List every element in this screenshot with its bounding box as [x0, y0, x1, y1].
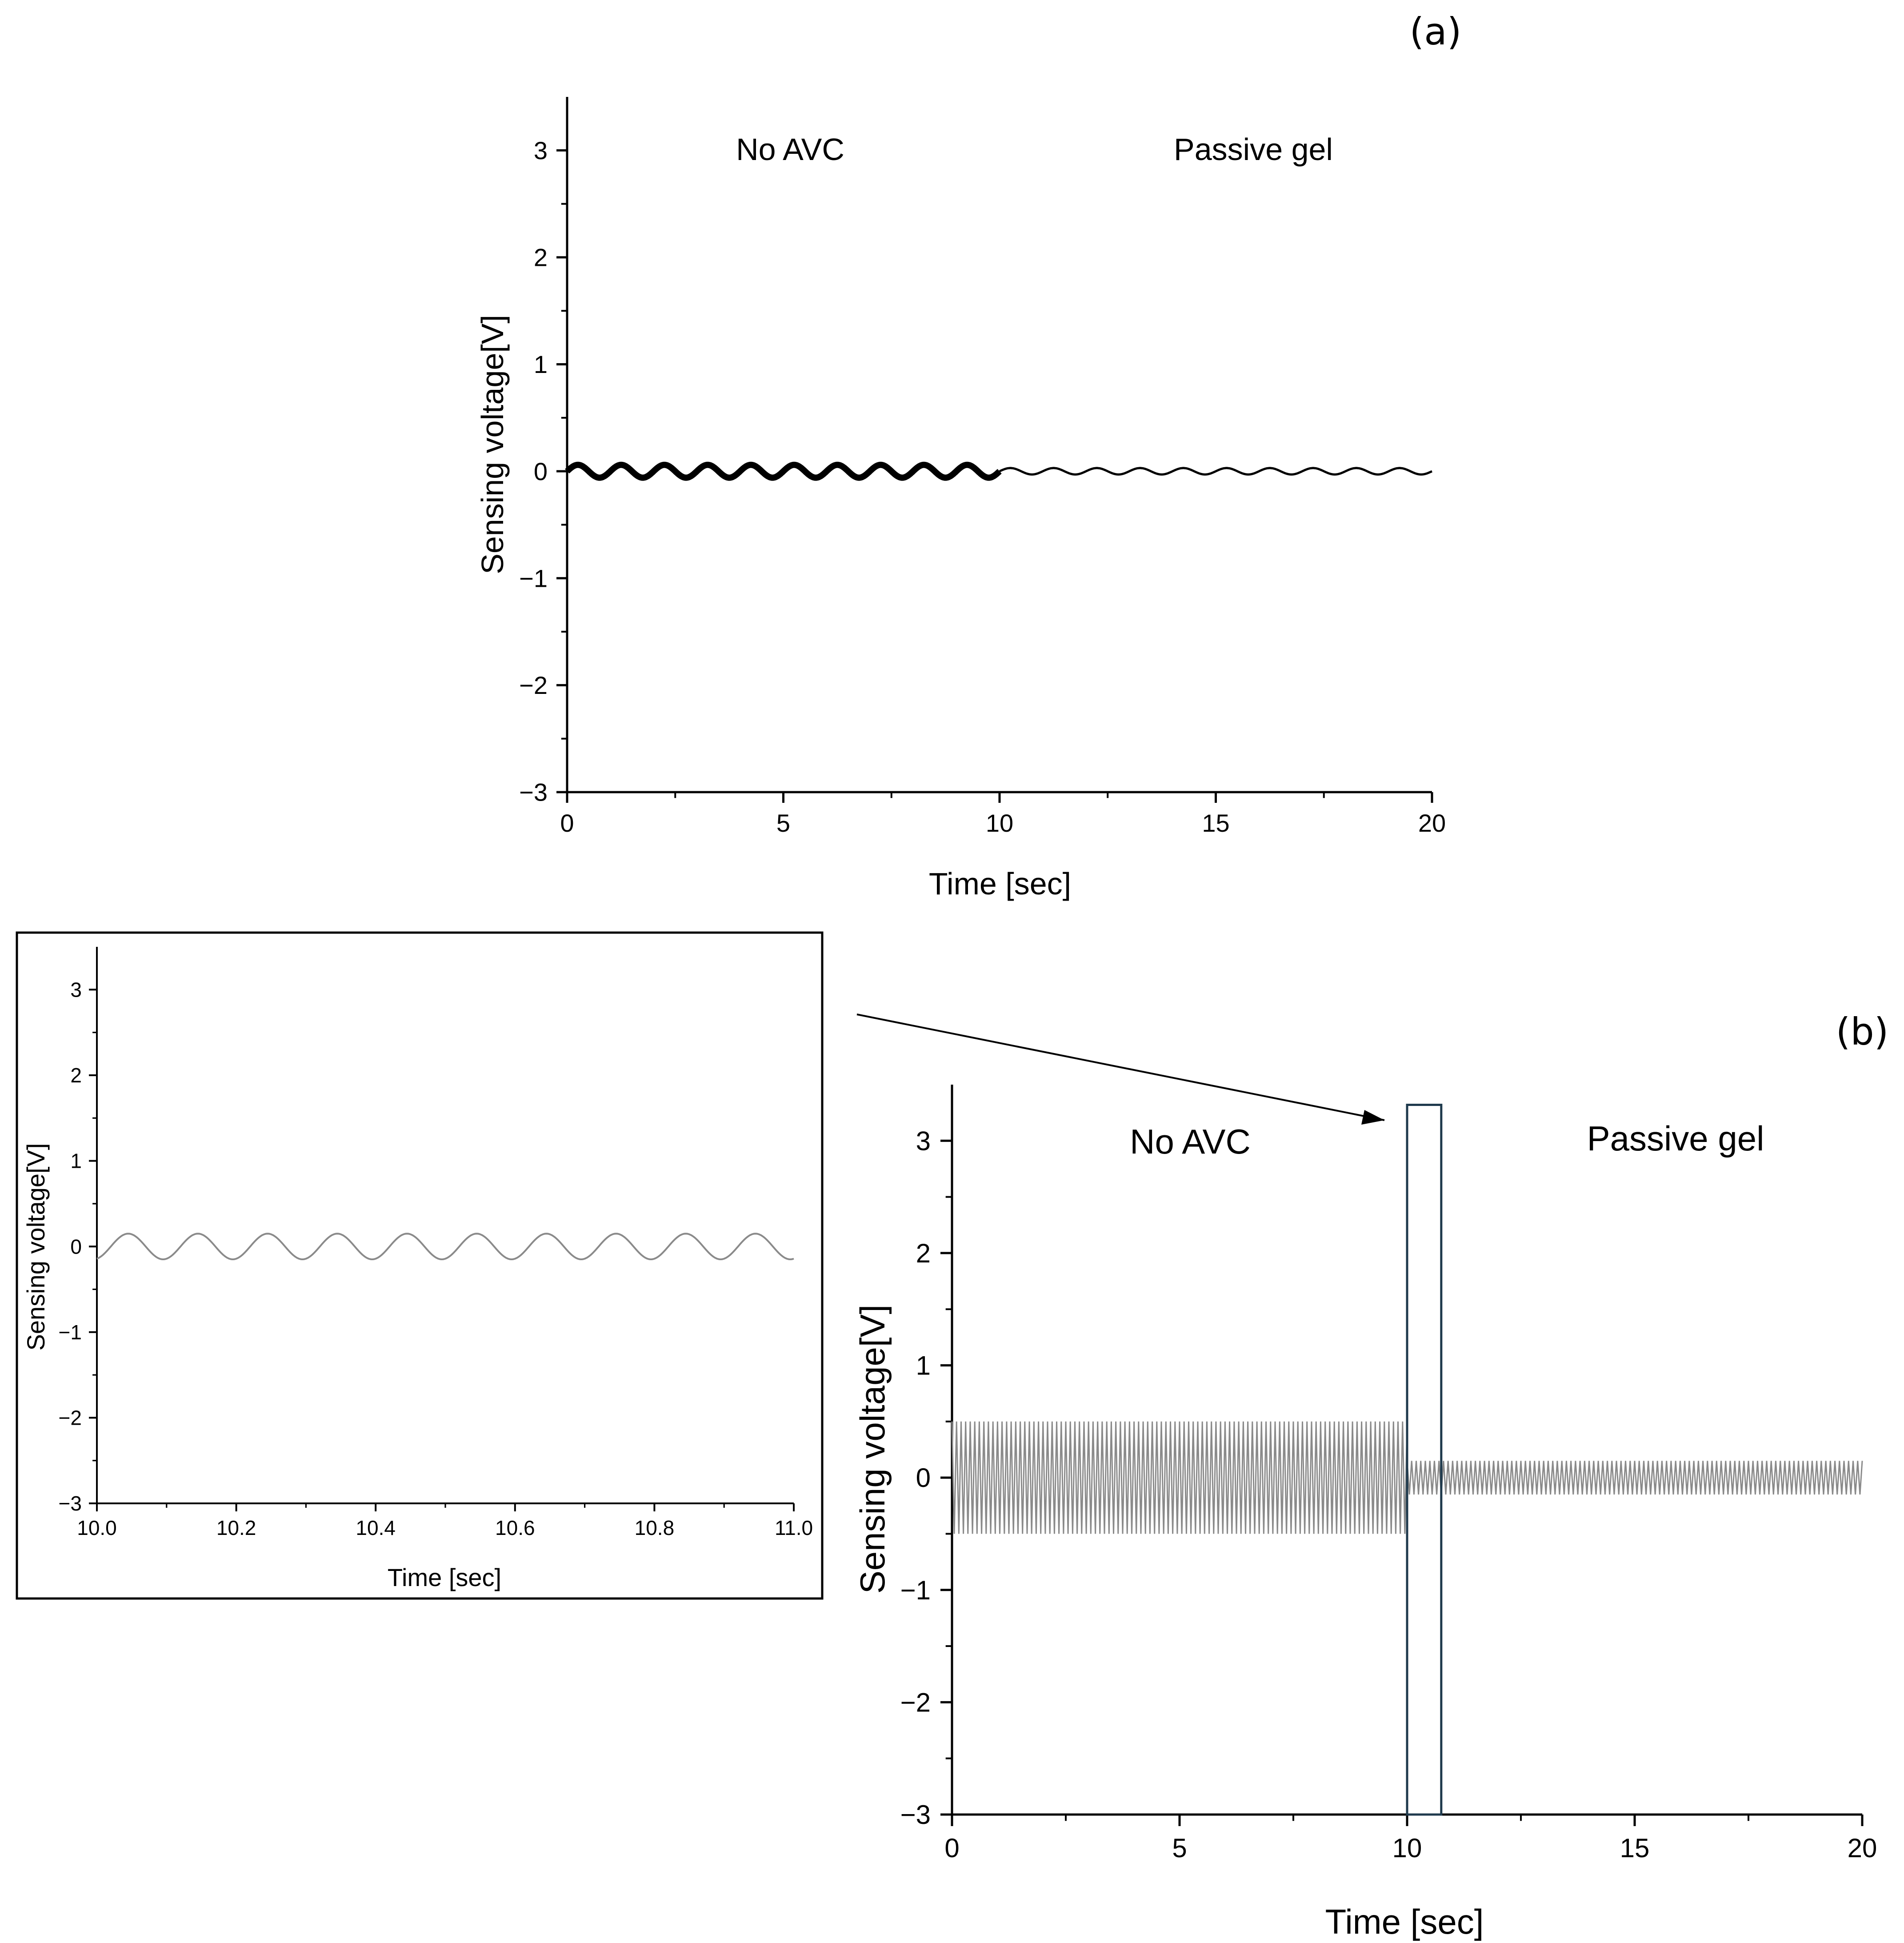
y-tick-label: −3 [900, 1800, 931, 1830]
y-tick-label: −2 [59, 1406, 82, 1429]
y-tick-label: 1 [916, 1351, 931, 1381]
x-tick-label: 10.6 [495, 1516, 535, 1539]
y-axis-label-inset: Sensing voltage[V] [22, 1143, 50, 1351]
x-tick-label: 10 [1392, 1833, 1422, 1863]
x-axis-label-b: Time [sec] [1325, 1902, 1484, 1941]
x-tick-label: 10.4 [356, 1516, 396, 1539]
x-tick-label: 20 [1848, 1833, 1877, 1863]
x-tick-label: 0 [560, 809, 574, 837]
series-band-no-avc [951, 1421, 1408, 1534]
y-axis-label-a: Sensing voltage[V] [475, 315, 510, 574]
panel-label-b: (b) [1836, 1010, 1889, 1054]
y-tick-label: 2 [70, 1064, 82, 1087]
y-tick-label: 2 [916, 1238, 931, 1268]
x-tick-label: 10.8 [635, 1516, 675, 1539]
y-tick-label: −1 [900, 1575, 931, 1605]
x-axis-label-inset: Time [sec] [388, 1563, 501, 1591]
chart-a: (a) −3 −2 −1 0 1 2 3 0 5 10 15 20 No AVC Passive ge… [475, 10, 1462, 901]
zoom-region-box [1406, 1103, 1443, 1816]
y-tick-label: 0 [70, 1235, 82, 1258]
series-band-passive-gel [1406, 1461, 1863, 1495]
y-tick-label: 1 [70, 1150, 82, 1173]
y-tick-label: −2 [519, 671, 548, 699]
x-tick-label: 10.2 [216, 1516, 256, 1539]
y-tick-label: 2 [534, 244, 548, 272]
y-tick-label: −1 [519, 564, 548, 592]
y-tick-label: −2 [900, 1687, 931, 1717]
y-tick-label: −3 [59, 1492, 82, 1515]
chart-inset: −3 −2 −1 0 1 2 3 10.0 10.2 10.4 10.6 10.8 11.0 Time … [16, 931, 824, 1600]
annotation-b-no-avc: No AVC [1130, 1122, 1251, 1161]
annotation-a-no-avc: No AVC [736, 132, 844, 167]
y-tick-label: −1 [59, 1321, 82, 1344]
x-tick-label: 10.0 [77, 1516, 117, 1539]
panel-label-a: (a) [1409, 10, 1461, 53]
x-tick-label: 0 [944, 1833, 959, 1863]
y-axis-label-b: Sensing voltage[V] [853, 1305, 892, 1594]
y-tick-label: 3 [534, 136, 548, 164]
chart-a-marks: −3 −2 −1 0 1 2 3 0 5 10 15 20 [519, 97, 1446, 837]
y-tick-label: 0 [534, 457, 548, 485]
y-tick-label: 1 [534, 350, 548, 378]
x-tick-label: 11.0 [775, 1516, 813, 1539]
zoom-arrow-head [1361, 1110, 1384, 1125]
annotation-a-passive-gel: Passive gel [1174, 132, 1333, 167]
x-tick-label: 5 [1172, 1833, 1187, 1863]
annotation-b-passive-gel: Passive gel [1587, 1119, 1764, 1158]
chart-b-marks: −3 −2 −1 0 1 2 3 0 5 10 15 20 [900, 1085, 1877, 1863]
zoom-arrow [856, 1014, 1385, 1121]
x-tick-label: 15 [1620, 1833, 1650, 1863]
y-tick-label: 0 [916, 1463, 931, 1493]
series-line-inset [96, 1233, 794, 1260]
chart-inset-marks: −3 −2 −1 0 1 2 3 10.0 10.2 10.4 10.6 10.8 11.0 [59, 947, 813, 1539]
x-tick-label: 5 [776, 809, 790, 837]
chart-b: (b) −3 −2 −1 0 1 2 3 0 5 10 15 20 No AVC Passive ge… [853, 1010, 1888, 1941]
inset-border [16, 931, 824, 1600]
x-tick-label: 20 [1418, 809, 1446, 837]
y-tick-label: 3 [916, 1126, 931, 1156]
series-line-passive-gel [999, 467, 1433, 476]
y-tick-label: −3 [519, 778, 548, 806]
x-tick-label: 15 [1202, 809, 1229, 837]
x-tick-label: 10 [986, 809, 1013, 837]
y-tick-label: 3 [70, 978, 82, 1001]
x-axis-label-a: Time [sec] [929, 866, 1071, 901]
series-line-no-avc [564, 461, 1002, 481]
